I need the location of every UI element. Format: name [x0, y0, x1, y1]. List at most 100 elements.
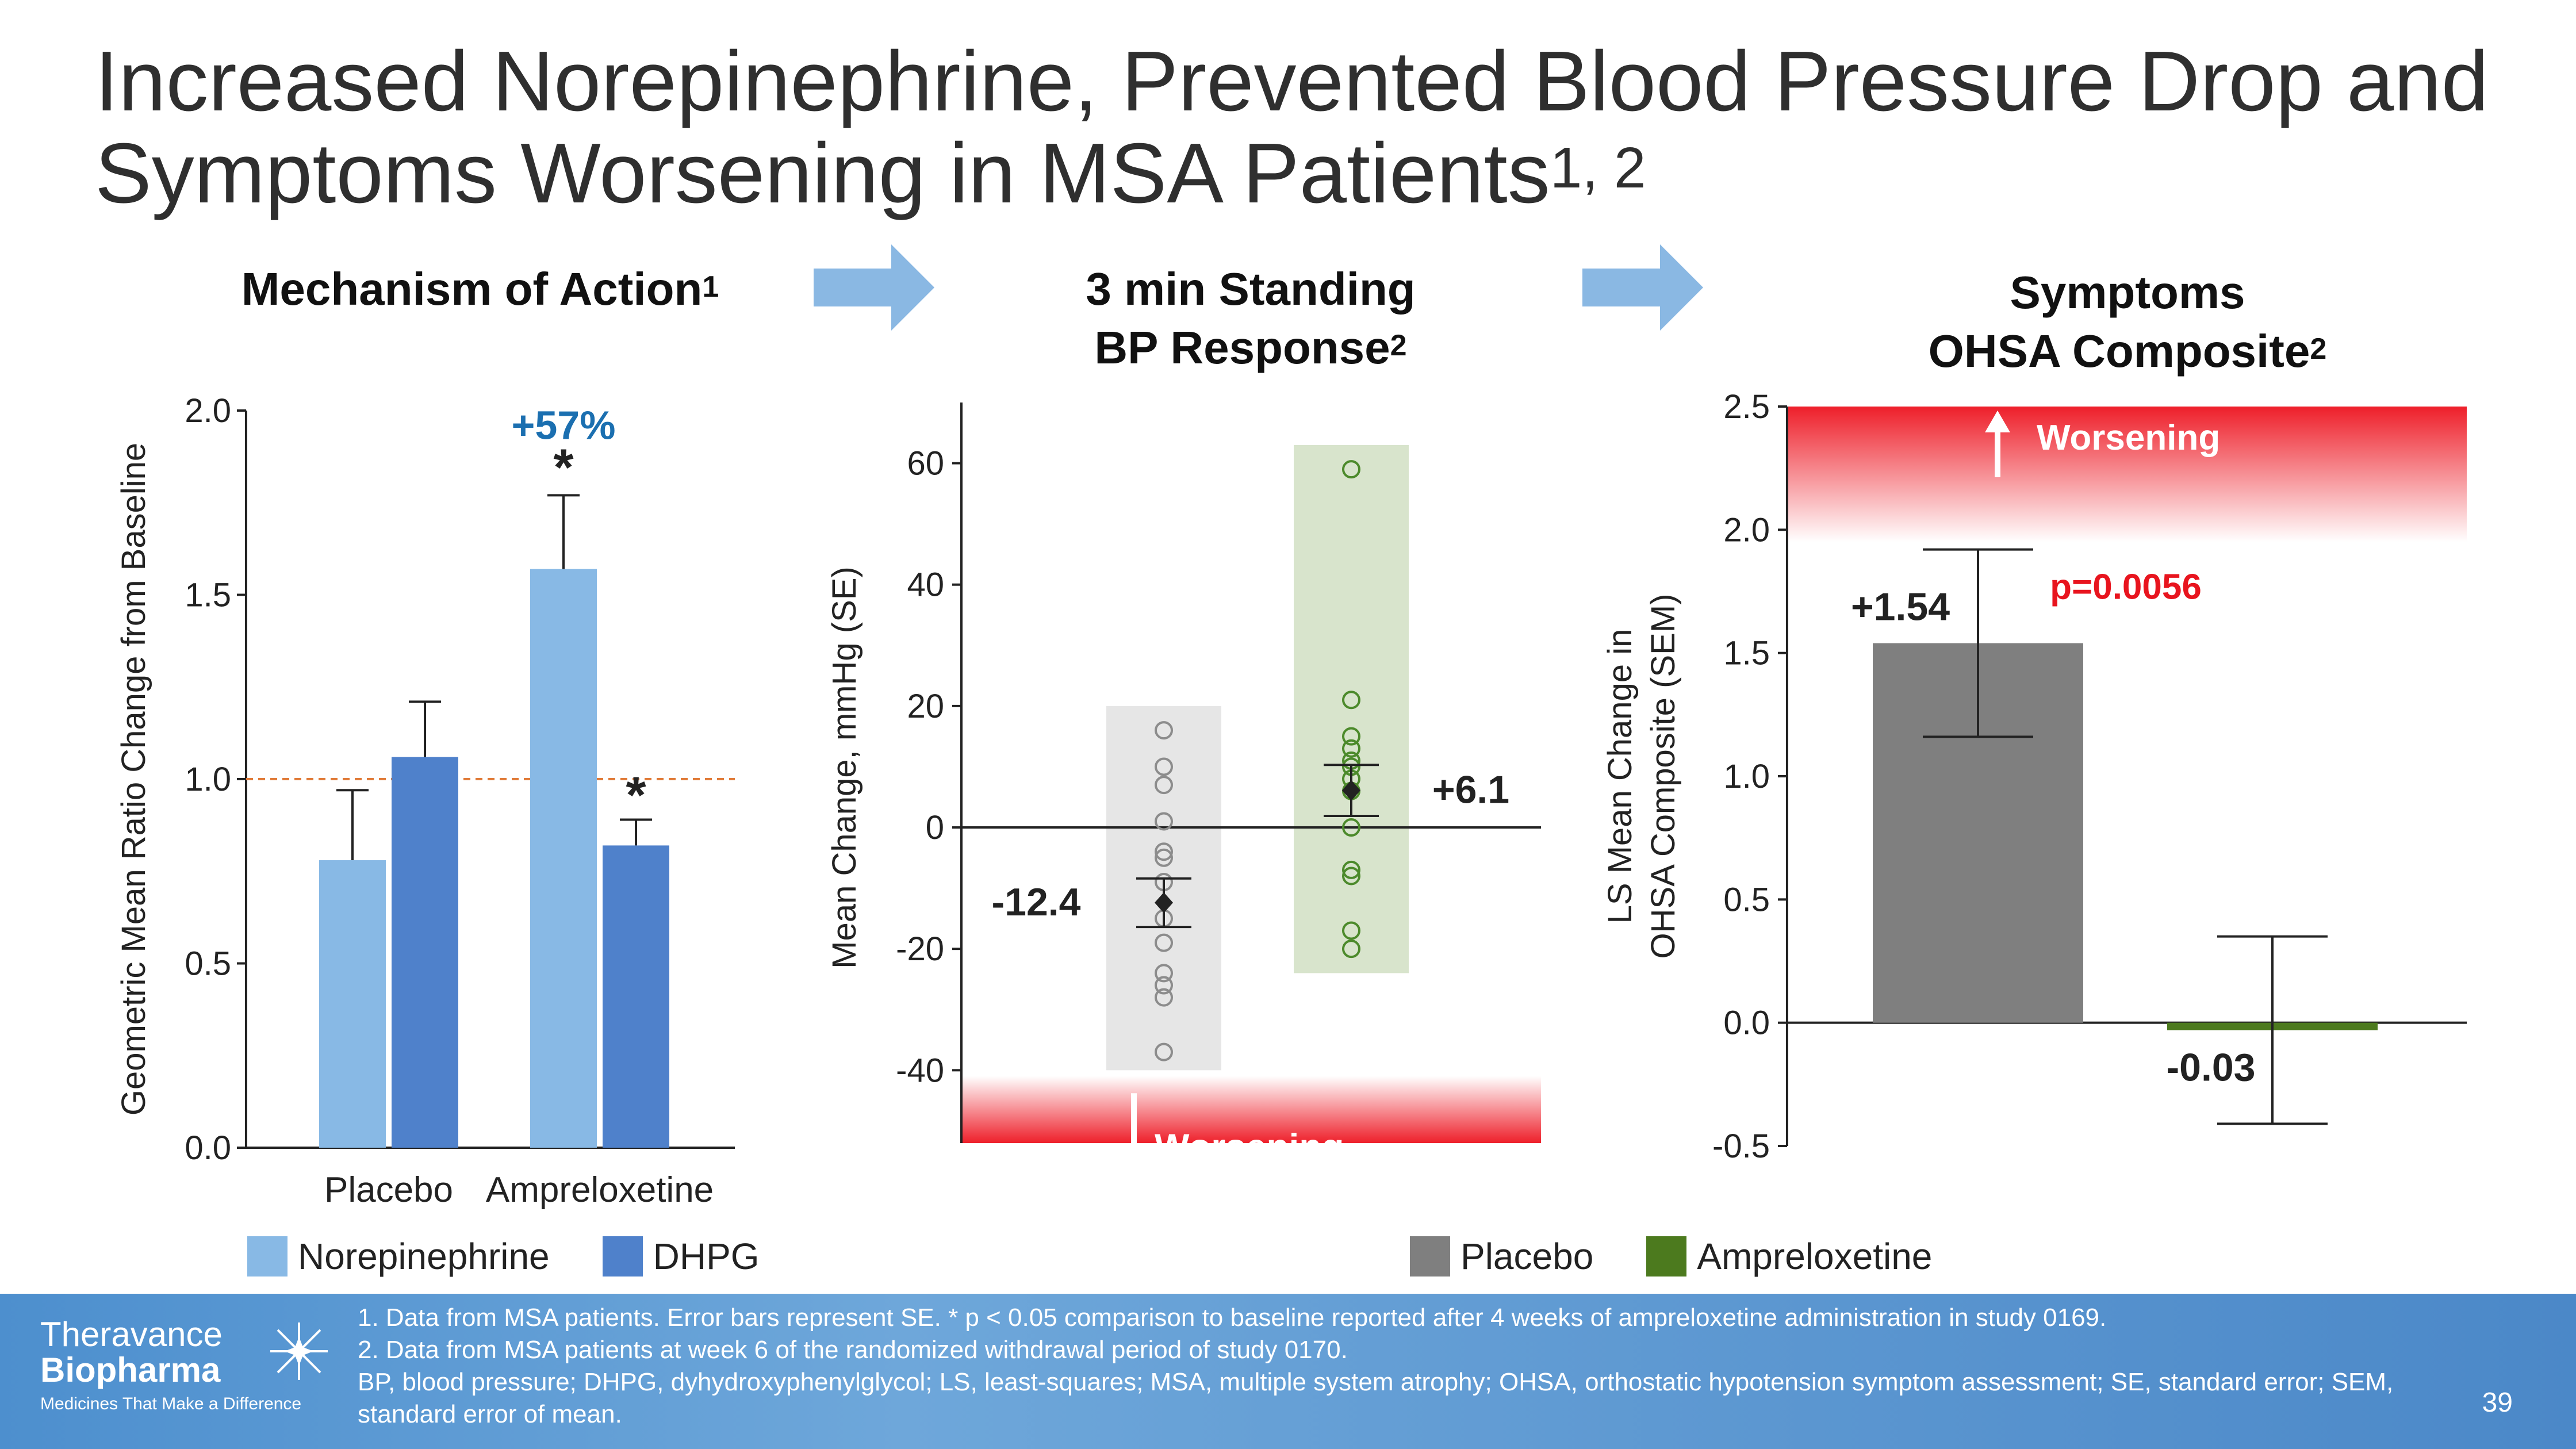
sym-title: Symptoms OHSA Composite2: [1851, 263, 2404, 381]
data-point: [1155, 976, 1173, 995]
y-tick-label: 1.5: [185, 577, 231, 614]
moa-chart: 0.0 0.5 1.0 1.5 2.0 Placebo Ampreloxetine Geome…: [115, 392, 735, 1210]
moa-title-sup: 1: [702, 270, 719, 304]
page-number: 39: [2482, 1387, 2513, 1418]
data-point: [1155, 848, 1173, 867]
footnote-abbreviations: BP, blood pressure; DHPG, dyhydroxypheny…: [358, 1368, 2394, 1428]
flow-arrow-right-icon: [814, 244, 934, 331]
y-tick-label: -40: [896, 1052, 944, 1089]
y-tick-label: 1.5: [1723, 635, 1770, 672]
y-tick-label: 2.5: [1723, 388, 1770, 425]
worsening-arrow-head-icon: [1121, 1146, 1147, 1168]
y-tick-label: -20: [896, 930, 944, 968]
data-point: [1342, 921, 1360, 940]
footer-bar: Theravance Biopharma Medicines That Make…: [0, 1294, 2576, 1449]
data-point: [1155, 933, 1173, 952]
data-point: [1342, 818, 1360, 837]
y-tick-label: 1.0: [185, 761, 231, 798]
data-point: [1155, 964, 1173, 983]
data-point: [1155, 757, 1173, 776]
sym-title-line2: OHSA Composite: [1928, 325, 2310, 377]
slide-title-sup: 1, 2: [1550, 136, 1646, 200]
sym-title-sup: 2: [2310, 332, 2327, 366]
y-axis-label: Mean Change, mmHg (SE): [826, 566, 863, 968]
data-point: [1342, 867, 1360, 885]
y-tick-label: 2.0: [1723, 511, 1770, 549]
value-label-placebo: +1.54: [1851, 585, 1950, 629]
value-label-ampreloxetine: -0.03: [2167, 1046, 2256, 1090]
moa-title-text: Mechanism of Action: [241, 263, 703, 315]
worsening-label: Worsening: [2037, 418, 2220, 458]
y-tick-label: 0.0: [1723, 1005, 1770, 1042]
bp-title-sup: 2: [1390, 329, 1407, 362]
y-tick-label: 0: [926, 809, 944, 846]
significance-asterisk: *: [553, 439, 573, 496]
data-point: [1342, 940, 1360, 959]
charts-canvas: 0.0 0.5 1.0 1.5 2.0 Placebo Ampreloxetine Geome…: [115, 388, 2467, 1210]
worsening-band: [1787, 407, 2467, 542]
bar-dhpg-placebo: [392, 757, 458, 1148]
mean-label-ampreloxetine: +6.1: [1432, 768, 1509, 812]
moa-legend: Norepinephrine DHPG: [247, 1235, 760, 1278]
logo-line2: Biopharma: [40, 1351, 221, 1389]
data-point: [1342, 691, 1360, 710]
legend-swatch-ampreloxetine: [1646, 1236, 1687, 1276]
y-tick-label: 60: [907, 445, 944, 482]
y-tick-label: -0.5: [1712, 1128, 1770, 1165]
bp-title-line1: 3 min Standing: [1086, 263, 1416, 315]
data-point: [1155, 1042, 1173, 1061]
bar-norepinephrine-placebo: [319, 860, 386, 1148]
data-point: [1155, 721, 1173, 740]
sym-chart: -0.5 0.0 0.5 1.0 1.5 2.0 2.5 LS Mean Change in O…: [1601, 388, 2467, 1165]
logo-star-icon: [270, 1322, 328, 1380]
legend-swatch-dhpg: [602, 1236, 643, 1276]
company-logo: Theravance Biopharma Medicines That Make…: [40, 1317, 301, 1417]
legend-label-norepinephrine: Norepinephrine: [298, 1236, 550, 1277]
sym-title-line1: Symptoms: [2010, 267, 2245, 318]
significance-asterisk: *: [626, 767, 646, 825]
moa-title: Mechanism of Action1: [190, 260, 770, 319]
worsening-band: [961, 1076, 1541, 1143]
footnotes: 1. Data from MSA patients. Error bars re…: [358, 1302, 2399, 1431]
y-tick-label: 40: [907, 566, 944, 604]
data-point: [1155, 812, 1173, 831]
legend-label-ampreloxetine: Ampreloxetine: [1697, 1236, 1933, 1277]
y-tick-label: 0.5: [185, 945, 231, 983]
p-value-label: p=0.0056: [2050, 567, 2202, 607]
bp-chart: -40 -20 0 20 40 60 Mean Change, mmHg (SE) -12.4…: [826, 402, 1541, 1168]
y-tick-label: 1.0: [1723, 758, 1770, 795]
footnote-2: 2. Data from MSA patients at week 6 of t…: [358, 1336, 1348, 1364]
x-tick-label: Placebo: [324, 1170, 453, 1210]
mean-marker: [1155, 892, 1173, 913]
footnote-1: 1. Data from MSA patients. Error bars re…: [358, 1304, 2107, 1332]
legend-label-placebo: Placebo: [1460, 1236, 1594, 1277]
flow-arrow-right-icon: [1582, 244, 1703, 331]
x-tick-label: Ampreloxetine: [486, 1170, 714, 1210]
y-tick-label: 0.5: [1723, 881, 1770, 918]
y-tick-label: 2.0: [185, 392, 231, 430]
mean-marker: [1342, 780, 1360, 801]
worsening-arrow-head-icon: [1985, 411, 2010, 432]
logo-line1: Theravance: [40, 1315, 223, 1354]
bp-title: 3 min Standing BP Response2: [1006, 260, 1495, 377]
y-axis-label-line2: OHSA Composite (SEM): [1644, 594, 1682, 959]
y-axis-label: Geometric Mean Ratio Change from Baselin…: [115, 443, 152, 1116]
data-point: [1342, 860, 1360, 879]
slide-title: Increased Norepinephrine, Prevented Bloo…: [95, 36, 2510, 220]
logo-tagline: Medicines That Make a Difference: [40, 1394, 302, 1413]
y-tick-label: 0.0: [185, 1129, 231, 1167]
data-point: [1155, 776, 1173, 795]
data-point: [1342, 727, 1360, 746]
data-point: [1155, 842, 1173, 861]
data-point: [1155, 988, 1173, 1007]
y-tick-label: 20: [907, 688, 944, 725]
bar-dhpg-ampreloxetine: [603, 845, 669, 1148]
mean-label-placebo: -12.4: [992, 880, 1081, 924]
bp-title-line2: BP Response: [1094, 322, 1390, 373]
bp-sym-legend: Placebo Ampreloxetine: [1410, 1235, 1932, 1278]
percent-change-label: +57%: [512, 402, 616, 447]
data-point: [1342, 460, 1360, 479]
legend-swatch-norepinephrine: [247, 1236, 288, 1276]
data-point: [1342, 739, 1360, 758]
y-axis-label-line1: LS Mean Change in: [1601, 629, 1639, 924]
